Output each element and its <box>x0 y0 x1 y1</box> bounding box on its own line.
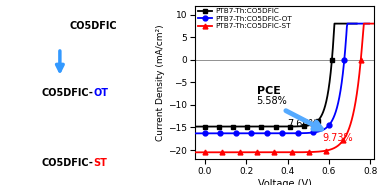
Text: PCE: PCE <box>257 86 280 96</box>
Text: CO5DFIC-: CO5DFIC- <box>42 158 93 168</box>
Text: ST: ST <box>93 158 107 168</box>
Text: 7.66%: 7.66% <box>288 119 318 129</box>
Text: OT: OT <box>93 88 108 97</box>
Text: 5.58%: 5.58% <box>257 96 287 106</box>
Legend: PTB7-Th:CO5DFIC, PTB7-Th:CO5DFIC-OT, PTB7-Th:CO5DFIC-ST: PTB7-Th:CO5DFIC, PTB7-Th:CO5DFIC-OT, PTB… <box>197 8 292 30</box>
Text: 9.73%: 9.73% <box>323 133 353 143</box>
Text: CO5DFIC: CO5DFIC <box>70 21 117 31</box>
Text: CO5DFIC-: CO5DFIC- <box>42 88 93 97</box>
X-axis label: Voltage (V): Voltage (V) <box>257 179 311 185</box>
Y-axis label: Current Density (mA/cm²): Current Density (mA/cm²) <box>156 24 165 141</box>
